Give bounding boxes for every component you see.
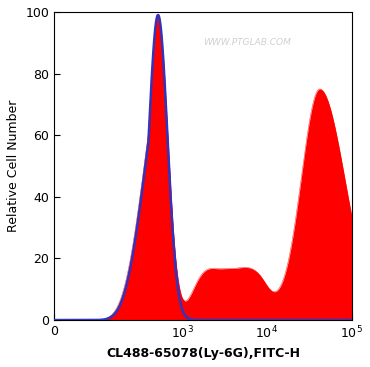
Y-axis label: Relative Cell Number: Relative Cell Number <box>7 100 20 232</box>
X-axis label: CL488-65078(Ly-6G),FITC-H: CL488-65078(Ly-6G),FITC-H <box>106 347 300 360</box>
Text: WWW.PTGLAB.COM: WWW.PTGLAB.COM <box>204 38 292 47</box>
